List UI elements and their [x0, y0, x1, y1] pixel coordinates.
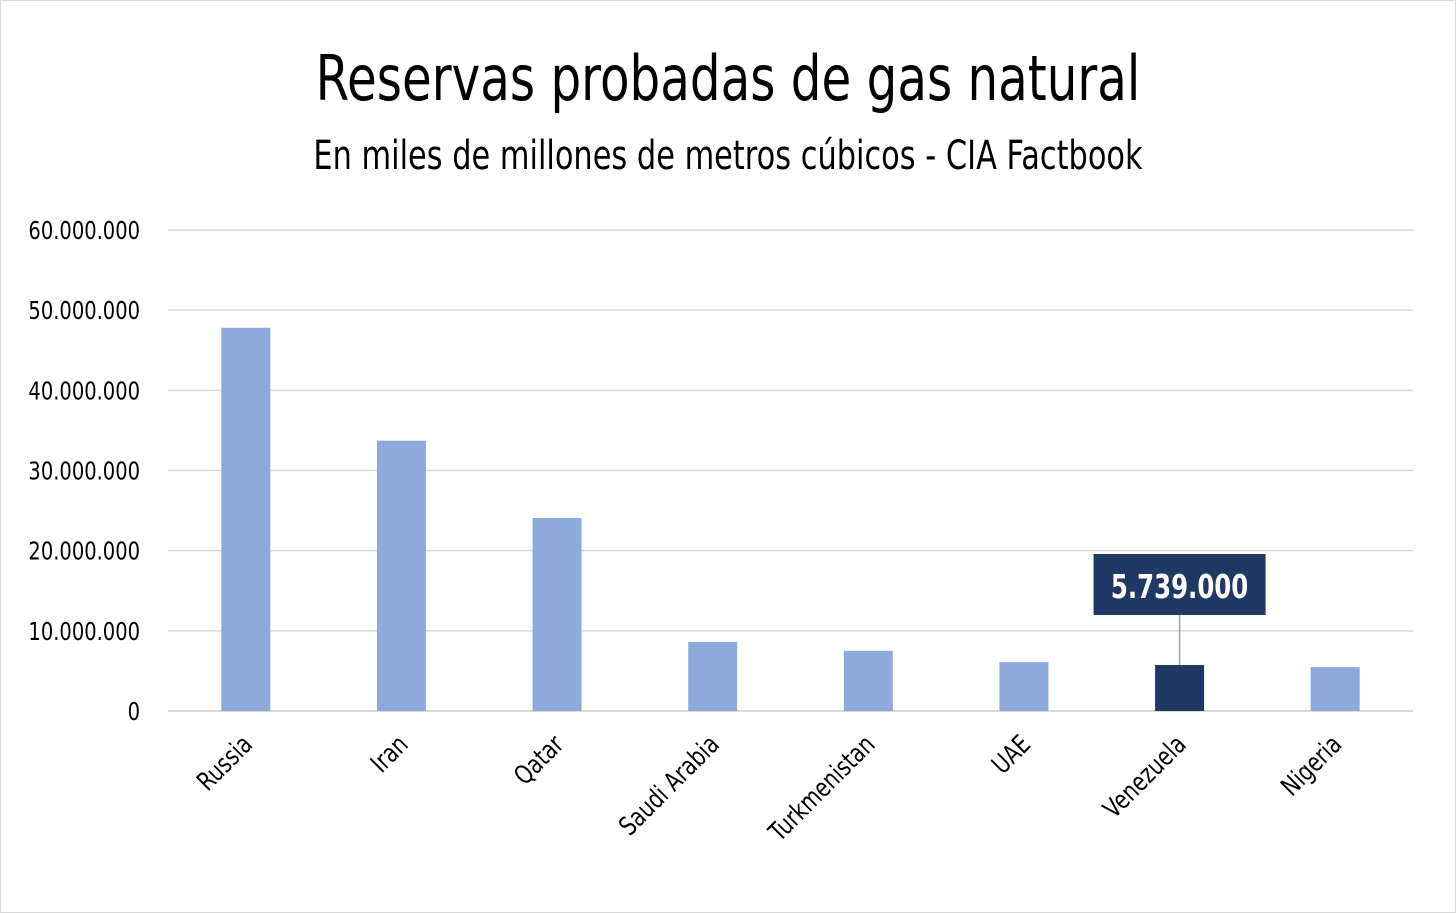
bar-russia	[221, 327, 271, 711]
bar-iran	[376, 440, 426, 711]
x-tick-label: Turkmenistan	[763, 729, 882, 848]
bar-nigeria	[1310, 667, 1360, 711]
bar-qatar	[532, 518, 582, 711]
y-tick-label: 10.000.000	[28, 618, 140, 647]
annotation-value-label: 5.739.000	[1111, 567, 1248, 606]
y-tick-label: 30.000.000	[28, 457, 140, 486]
x-tick-label: Saudi Arabia	[613, 729, 725, 841]
gridlines	[168, 229, 1413, 712]
y-tick-label: 50.000.000	[28, 297, 140, 326]
y-tick-label: 60.000.000	[28, 217, 140, 246]
x-tick-label: Venezuela	[1097, 729, 1192, 824]
y-tick-label: 20.000.000	[28, 537, 140, 566]
x-tick-label: UAE	[986, 729, 1037, 780]
y-tick-label: 0	[128, 698, 140, 727]
bars	[221, 327, 1360, 711]
y-axis-tick-labels: 0 10.000.000 20.000.000 30.000.000 40.000.00…	[28, 217, 140, 727]
x-tick-label: Iran	[365, 729, 414, 778]
bar-uae	[999, 662, 1049, 711]
bar-turkmenistan	[843, 650, 893, 711]
bar-venezuela	[1155, 664, 1205, 711]
chart-subtitle: En miles de millones de metros cúbicos -…	[313, 133, 1143, 179]
x-axis-category-labels: Russia Iran Qatar Saudi Arabia Turkmenistan U…	[191, 729, 1348, 848]
y-tick-label: 40.000.000	[28, 377, 140, 406]
x-tick-label: Russia	[191, 729, 258, 796]
annotation: 5.739.000	[1093, 554, 1266, 665]
chart-title: Reservas probadas de gas natural	[315, 42, 1141, 115]
bar-saudi-arabia	[688, 641, 738, 711]
x-tick-label: Qatar	[508, 729, 570, 791]
x-tick-label: Nigeria	[1275, 729, 1348, 802]
annotation-box	[1093, 554, 1266, 615]
